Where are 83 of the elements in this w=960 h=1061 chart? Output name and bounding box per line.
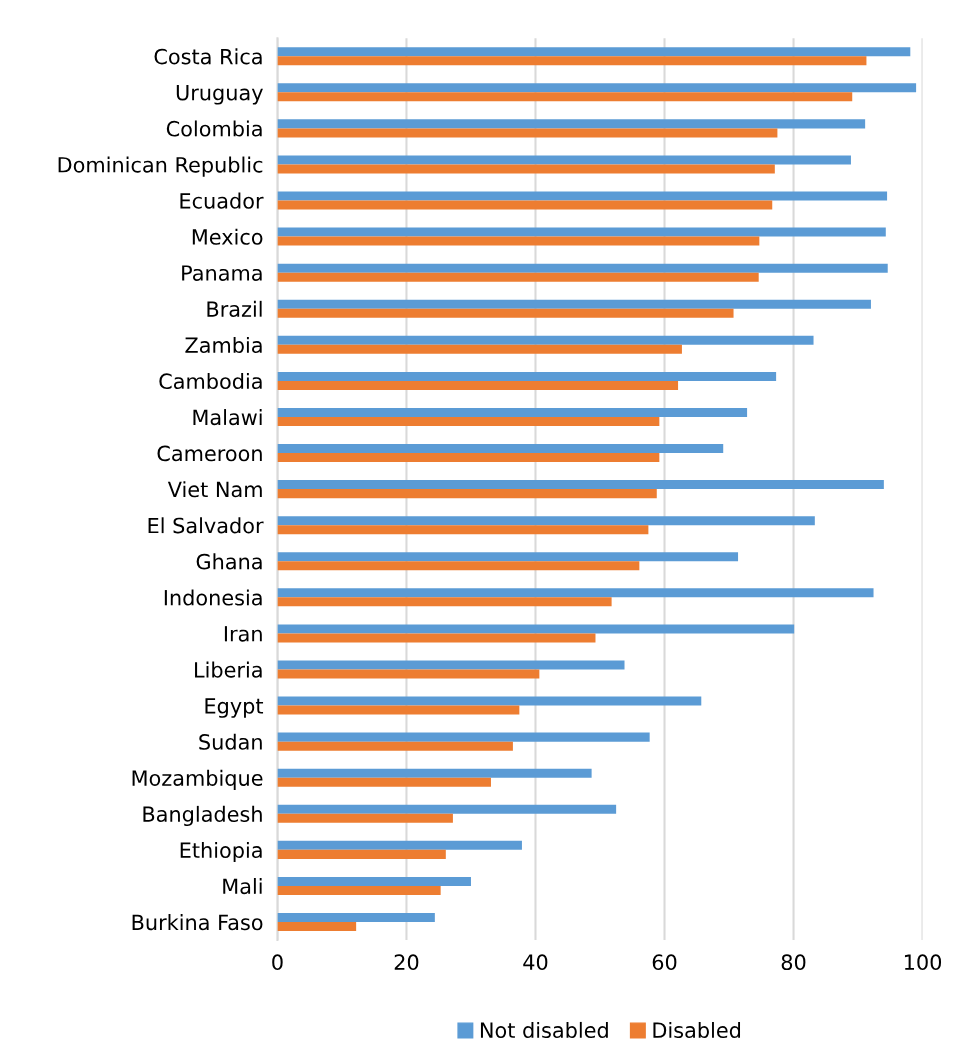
bar <box>277 119 866 129</box>
bar <box>277 705 520 715</box>
x-tick-label: 80 <box>781 954 806 971</box>
bar <box>277 804 617 814</box>
bar <box>277 732 650 742</box>
y-tick-label: Uruguay <box>176 85 263 105</box>
bar <box>277 885 441 895</box>
bar <box>277 669 540 679</box>
bar <box>277 308 734 318</box>
bar <box>277 155 851 165</box>
bar <box>277 164 775 174</box>
bar <box>277 741 513 751</box>
y-tick-label: Panama <box>182 265 262 281</box>
legend-label: Disabled <box>653 1021 741 1039</box>
bar <box>277 552 739 562</box>
bar <box>277 768 592 778</box>
y-tick-label: Mozambique <box>132 769 263 790</box>
y-tick-label: Cambodia <box>159 372 262 390</box>
bar <box>277 840 522 850</box>
x-tick-label: 100 <box>904 954 942 971</box>
bar <box>277 83 917 93</box>
bar <box>277 561 640 571</box>
y-tick-label: El Salvador <box>148 517 264 534</box>
bar <box>277 444 724 454</box>
bar <box>277 849 446 859</box>
y-tick-label: Egypt <box>205 698 264 718</box>
bar <box>277 299 871 309</box>
y-tick-label: Liberia <box>195 661 262 678</box>
bar <box>277 416 660 426</box>
bar <box>277 56 867 66</box>
y-tick-label: Ecuador <box>180 192 264 209</box>
bar <box>277 191 888 201</box>
bar <box>277 696 702 706</box>
legend-label: Not disabled <box>480 1021 608 1039</box>
bar <box>277 660 625 670</box>
y-tick-label: Ghana <box>196 553 262 570</box>
y-tick-label: Mali <box>223 878 262 895</box>
bar <box>277 922 357 932</box>
y-tick-label: Bangladesh <box>143 805 262 827</box>
bar <box>277 624 795 634</box>
bar <box>277 597 612 607</box>
bar <box>277 272 759 282</box>
bar <box>277 128 778 138</box>
bar <box>277 813 453 823</box>
y-tick-label: Brazil <box>207 300 262 317</box>
y-tick-label: Zambia <box>185 336 262 354</box>
bar <box>277 92 853 102</box>
bar <box>277 588 874 598</box>
bar <box>277 489 657 499</box>
y-tick-label: Indonesia <box>164 589 262 606</box>
bar <box>277 227 886 237</box>
y-tick-label: Malawi <box>193 409 262 426</box>
bar <box>277 777 491 787</box>
bar <box>277 47 911 57</box>
y-tick-label: Sudan <box>199 733 262 750</box>
bar <box>277 344 682 354</box>
y-tick-label: Iran <box>224 626 262 642</box>
y-tick-label: Dominican Republic <box>58 156 263 177</box>
bar <box>277 480 884 490</box>
bar <box>277 236 760 246</box>
y-tick-label: Cameroon <box>157 445 262 462</box>
bar <box>277 371 777 381</box>
bar <box>277 633 596 643</box>
bar <box>277 876 471 886</box>
bar <box>277 380 679 390</box>
bar <box>277 263 888 273</box>
y-tick-label: Viet Nam <box>167 481 262 498</box>
bar <box>277 335 814 345</box>
bar <box>277 453 660 463</box>
x-tick-label: 60 <box>652 954 677 971</box>
x-tick-label: 20 <box>394 954 419 971</box>
x-tick-label: 0 <box>272 954 283 971</box>
bar <box>277 407 748 417</box>
y-tick-label: Colombia <box>166 120 262 137</box>
y-tick-label: Burkina Faso <box>132 914 263 931</box>
bar <box>277 525 649 535</box>
bar <box>277 912 435 923</box>
y-tick-label: Ethiopia <box>180 841 262 863</box>
y-tick-label: Costa Rica <box>154 48 262 65</box>
x-tick-label: 40 <box>523 954 548 971</box>
bar <box>277 200 773 210</box>
bar <box>277 516 815 526</box>
y-tick-label: Mexico <box>192 228 263 245</box>
